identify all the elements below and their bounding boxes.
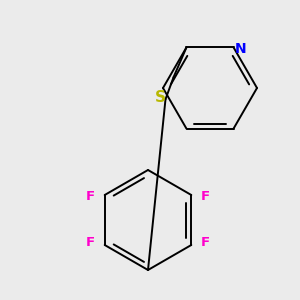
Text: F: F xyxy=(201,190,210,203)
Text: F: F xyxy=(86,190,95,203)
Text: S: S xyxy=(155,90,166,105)
Text: F: F xyxy=(201,236,210,250)
Text: F: F xyxy=(86,236,95,250)
Text: N: N xyxy=(235,42,246,56)
